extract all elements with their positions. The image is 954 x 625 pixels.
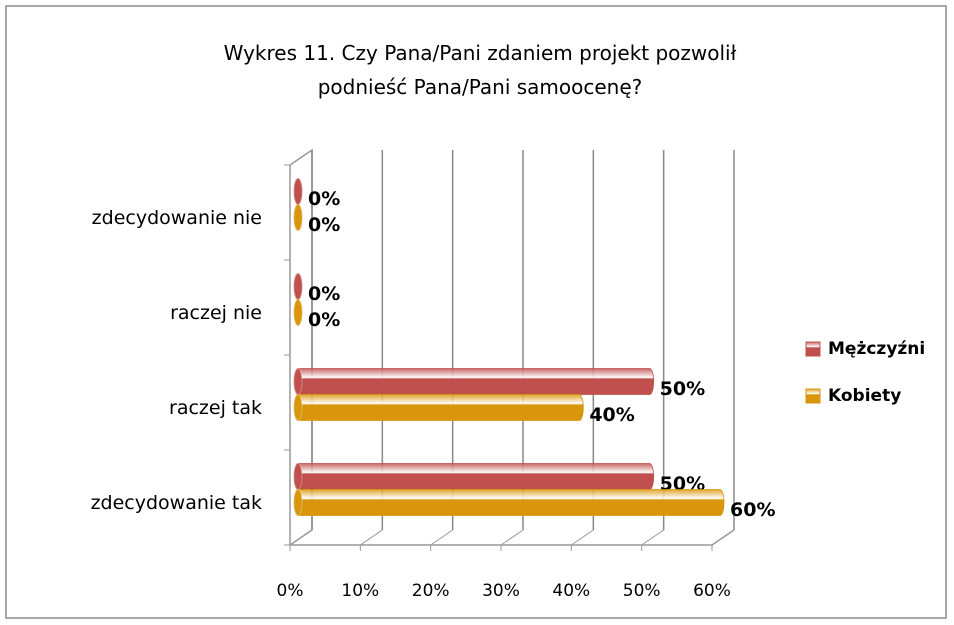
bar-cap bbox=[293, 463, 303, 490]
x-tick-label: 30% bbox=[482, 581, 520, 601]
x-tick-label: 50% bbox=[623, 581, 661, 601]
y-tick-label: raczej nie bbox=[170, 302, 262, 324]
floor-grid-line bbox=[571, 529, 594, 546]
chart-title: Wykres 11. Czy Pana/Pani zdaniem projekt… bbox=[223, 41, 737, 99]
floor-grid-line bbox=[360, 529, 383, 546]
floor-grid-line bbox=[289, 529, 313, 546]
legend-swatch bbox=[805, 341, 821, 357]
floor-grid-line bbox=[711, 529, 735, 546]
bar bbox=[293, 463, 655, 490]
value-label: 50% bbox=[660, 378, 705, 400]
value-label: 0% bbox=[308, 283, 340, 305]
bar-cap bbox=[293, 299, 303, 326]
floor-grid-line bbox=[500, 529, 524, 546]
bar bbox=[293, 394, 584, 421]
bar bbox=[293, 368, 655, 395]
chart-border bbox=[5, 5, 947, 619]
legend-label: Mężczyźni bbox=[828, 339, 925, 359]
bar-cap bbox=[293, 273, 303, 300]
value-label: 0% bbox=[308, 309, 340, 331]
value-label: 0% bbox=[308, 214, 340, 236]
value-label: 0% bbox=[308, 188, 340, 210]
y-tick-label: zdecydowanie nie bbox=[92, 207, 262, 229]
legend-label: Kobiety bbox=[828, 386, 901, 406]
bar bbox=[293, 489, 725, 516]
bar-cap bbox=[293, 489, 303, 516]
floor-grid-line bbox=[430, 529, 453, 546]
bar-cap bbox=[293, 178, 303, 205]
bar-cap bbox=[293, 368, 303, 395]
x-tick-label: 0% bbox=[277, 581, 304, 601]
bar-cap bbox=[293, 204, 303, 231]
y-tick-label: zdecydowanie tak bbox=[91, 492, 262, 514]
x-tick-label: 60% bbox=[693, 581, 731, 601]
y-tick-label: raczej tak bbox=[169, 397, 262, 419]
x-tick-label: 10% bbox=[341, 581, 379, 601]
value-label: 60% bbox=[730, 499, 775, 521]
x-tick-label: 40% bbox=[552, 581, 590, 601]
bar-cap bbox=[293, 394, 303, 421]
legend-swatch bbox=[805, 388, 821, 404]
x-tick-label: 20% bbox=[412, 581, 450, 601]
floor-grid-line bbox=[641, 529, 664, 546]
value-label: 40% bbox=[589, 404, 634, 426]
